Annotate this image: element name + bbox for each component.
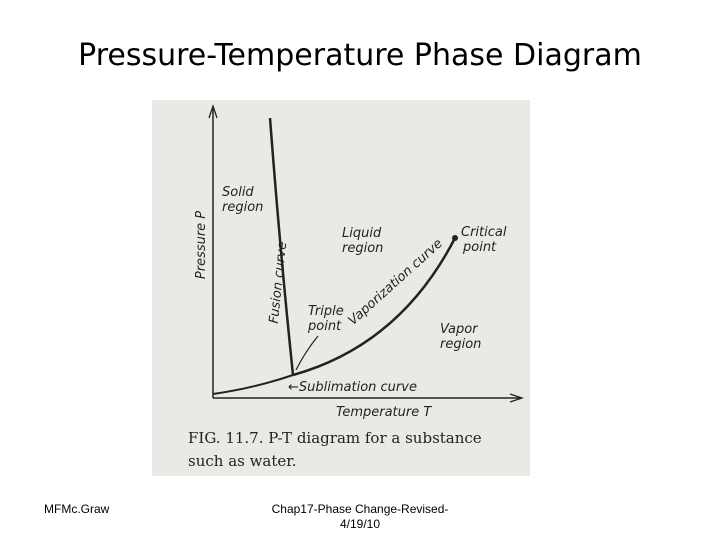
region-label: Liquid [342,226,382,241]
region-label: region [440,337,481,352]
x-arrow [509,393,525,403]
y-arrow [208,103,218,119]
caption: such as water. [188,452,297,470]
point-label: Triple [308,304,344,319]
point-label: point [307,319,342,334]
critical-point [452,235,458,241]
triple-pointer [295,335,319,371]
region-label: Solid [222,185,254,200]
footer-center: Chap17-Phase Change-Revised-4/19/10 [271,502,449,531]
region-label: region [222,200,263,215]
footer-left: MFMc.Graw [44,502,110,516]
axes [208,103,525,403]
curve-label: ←Sublimation curve [288,380,417,395]
x-axis-label: Temperature T [336,405,432,420]
point-label: point [462,240,497,255]
point-label: Critical [461,225,507,240]
vaporization-curve [292,237,457,377]
region-label: region [342,241,383,256]
y-axis-label: Pressure P [194,211,209,279]
caption: FIG. 11.7. P-T diagram for a substance [188,429,482,447]
region-label: Vapor [440,322,479,337]
sublimation-curve [212,374,294,395]
fusion-curve [268,117,295,376]
slide-title: Pressure-Temperature Phase Diagram [78,38,642,73]
scan-background [152,100,530,476]
